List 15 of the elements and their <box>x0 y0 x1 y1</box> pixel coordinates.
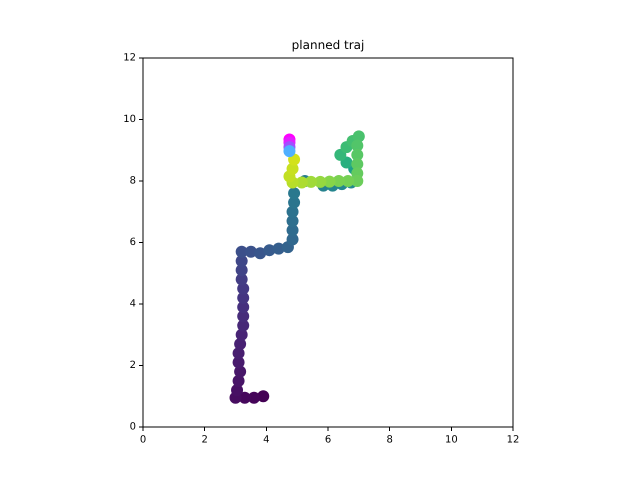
x-tick-label: 12 <box>506 434 520 446</box>
x-tick-label: 8 <box>386 434 393 446</box>
x-tick-label: 10 <box>444 434 458 446</box>
y-tick-label: 0 <box>130 422 136 433</box>
y-tick-label: 4 <box>130 298 136 310</box>
y-tick-label: 8 <box>130 176 136 187</box>
y-tick-label: 12 <box>123 52 136 64</box>
x-tick-label: 2 <box>201 434 208 446</box>
y-tick-label: 2 <box>130 360 136 372</box>
x-tick-label: 0 <box>140 434 146 446</box>
y-tick-label: 6 <box>130 237 136 248</box>
chart-title: planned traj <box>292 38 364 52</box>
x-tick-label: 6 <box>324 434 332 446</box>
y-tick-label: 10 <box>123 114 136 126</box>
x-tick-label: 4 <box>263 434 270 446</box>
